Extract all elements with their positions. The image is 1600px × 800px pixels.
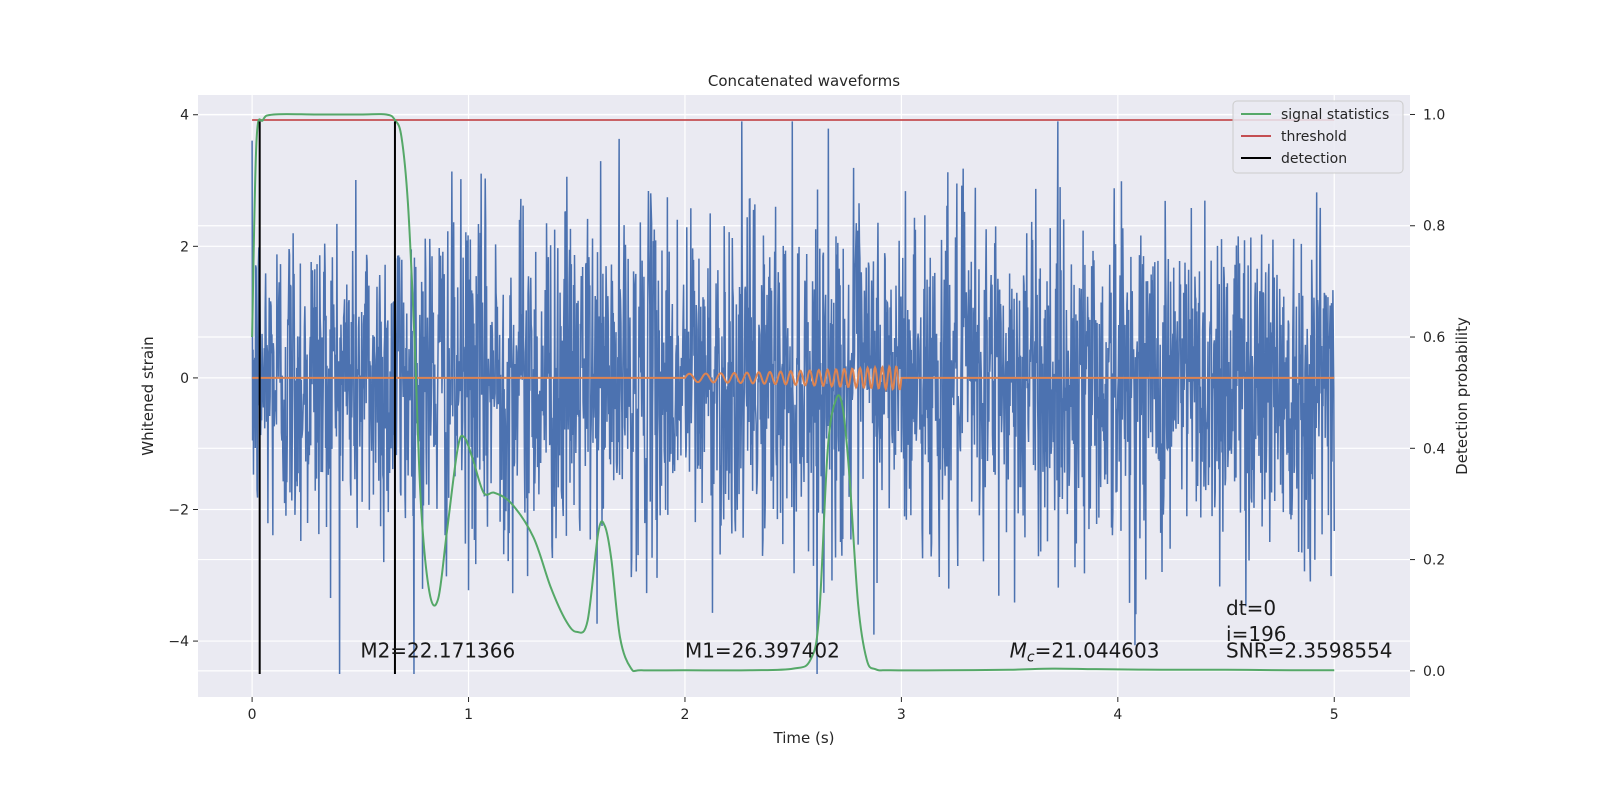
x-tick-label: 4 [1113,707,1122,723]
legend-label: signal statistics [1281,107,1389,123]
y-axis-label: Whitened strain [139,336,157,455]
y2-tick-label: 0.8 [1423,219,1445,235]
annotation-text: Mc=21.044603 [1010,639,1160,666]
legend: signal statistics threshold detection [1232,100,1404,174]
y-tick-label: 4 [180,108,189,124]
noise-trace [251,121,1335,674]
y2-tick-label: 0.4 [1423,441,1445,457]
legend-box [1232,100,1404,174]
chart-title: Concatenated waveforms [708,72,900,90]
x-tick-label: 0 [248,707,257,723]
signal-statistics-line [251,113,1335,673]
x-tick-label: 1 [464,707,473,723]
y2-tick-label: 0.6 [1423,330,1445,346]
y2-axis-label: Detection probability [1453,317,1471,475]
signal-statistics-layer [251,113,1335,673]
y-tick-label: 2 [180,239,189,255]
annotation-text: i=196 [1226,622,1287,646]
y-tick-label: −4 [168,634,189,650]
annotation-text: M1=26.397402 [685,639,840,663]
y-tick-label: −2 [168,502,189,518]
annotation-text: SNR=2.3598554 [1226,639,1392,663]
template-trace-layer [252,364,1335,392]
y2-tick-label: 0.2 [1423,553,1445,569]
ticks: 0 1 2 3 4 5 4 2 0 −2 −4 1.0 0.8 0.6 0.4 0.2 0.0 [168,107,1445,723]
x-tick-label: 2 [681,707,690,723]
annotation-text: M2=22.171366 [360,639,515,663]
template-trace [252,364,1335,392]
y2-tick-label: 0.0 [1423,664,1445,680]
x-axis-label: Time (s) [773,729,835,747]
annotations: M2=22.171366 M1=26.397402 Mc=21.044603 dt=0… [360,596,1392,666]
legend-label: detection [1281,151,1347,167]
detection-layer [258,121,396,674]
x-tick-label: 5 [1330,707,1339,723]
x-tick-label: 3 [897,707,906,723]
y2-tick-label: 1.0 [1423,107,1445,123]
noise-trace-layer [251,121,1335,674]
annotation-text: dt=0 [1226,596,1276,620]
y-tick-label: 0 [180,371,189,387]
legend-label: threshold [1281,129,1347,145]
